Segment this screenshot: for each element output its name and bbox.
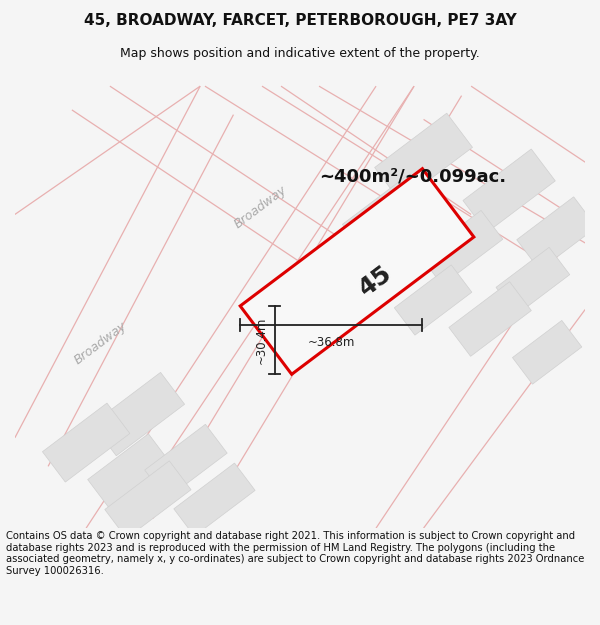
Polygon shape bbox=[517, 197, 596, 270]
Polygon shape bbox=[374, 113, 472, 202]
Polygon shape bbox=[421, 211, 503, 285]
Polygon shape bbox=[43, 403, 130, 482]
Text: Broadway: Broadway bbox=[71, 319, 129, 367]
Text: ~30.4m: ~30.4m bbox=[255, 316, 268, 364]
Polygon shape bbox=[496, 248, 570, 314]
Polygon shape bbox=[240, 169, 474, 374]
Polygon shape bbox=[512, 321, 582, 384]
Polygon shape bbox=[88, 434, 170, 508]
Polygon shape bbox=[449, 282, 532, 356]
Polygon shape bbox=[145, 424, 227, 499]
Text: 45: 45 bbox=[355, 261, 397, 301]
Polygon shape bbox=[174, 463, 255, 536]
Text: Contains OS data © Crown copyright and database right 2021. This information is : Contains OS data © Crown copyright and d… bbox=[6, 531, 584, 576]
Polygon shape bbox=[105, 461, 191, 538]
Polygon shape bbox=[394, 265, 472, 335]
Polygon shape bbox=[343, 176, 428, 253]
Polygon shape bbox=[92, 372, 185, 456]
Text: Broadway: Broadway bbox=[232, 183, 289, 231]
Polygon shape bbox=[463, 149, 555, 232]
Text: 45, BROADWAY, FARCET, PETERBOROUGH, PE7 3AY: 45, BROADWAY, FARCET, PETERBOROUGH, PE7 … bbox=[83, 12, 517, 28]
Text: ~400m²/~0.099ac.: ~400m²/~0.099ac. bbox=[319, 168, 506, 186]
Text: ~36.8m: ~36.8m bbox=[308, 336, 355, 349]
Text: Map shows position and indicative extent of the property.: Map shows position and indicative extent… bbox=[120, 48, 480, 61]
